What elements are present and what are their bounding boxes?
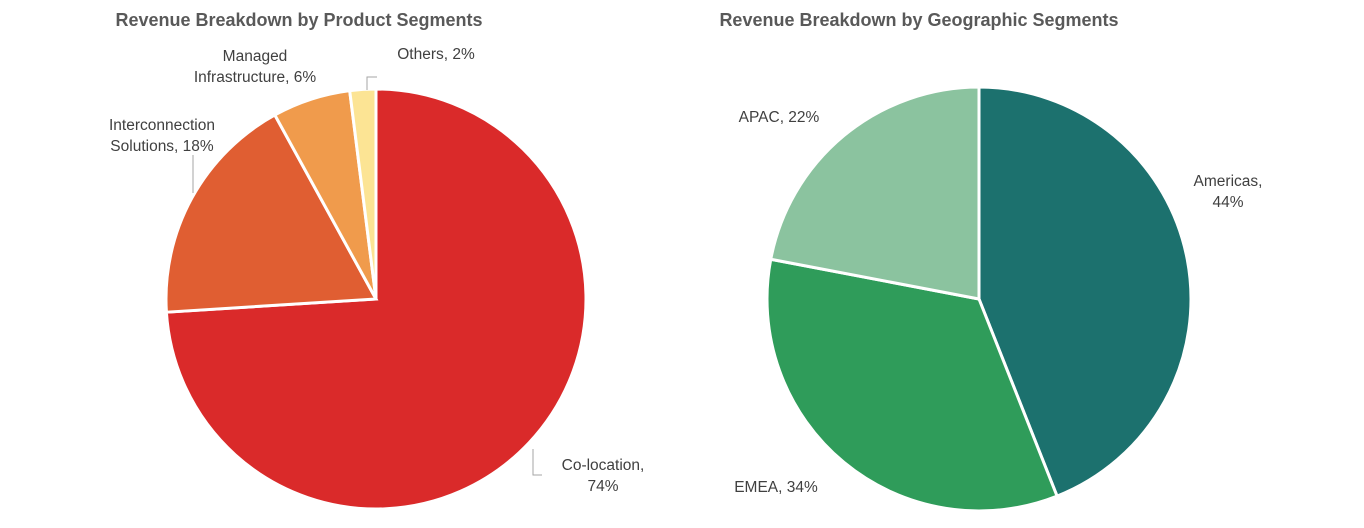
slice-label: APAC, 22% [739,109,820,126]
slice-label-line: Interconnection [109,117,215,134]
slice-label: Americas, 44% [1194,173,1263,211]
pie-slice-americas [977,85,1193,499]
slice-label-line: Managed [223,48,288,65]
chart-title-product: Revenue Breakdown by Product Segments [115,10,482,30]
pie-slice-interconnection-solutions [164,112,379,314]
pie-slice-emea [765,257,1059,513]
geographic-segments-pie-chart: Revenue Breakdown by Geographic Segments… [719,10,1263,513]
slice-label-line: 44% [1212,194,1243,211]
slice-label-line: APAC, 22% [739,109,820,126]
slice-label-line: Infrastructure, 6% [194,69,317,86]
pie-slice-others [348,87,378,300]
leader-line [532,449,542,476]
slice-label: Others, 2% [397,46,475,63]
chart-title-geographic: Revenue Breakdown by Geographic Segments [719,10,1118,30]
slice-label: EMEA, 34% [734,479,818,496]
slice-label: Managed Infrastructure, 6% [194,48,317,86]
slice-label-line: Others, 2% [397,46,475,63]
pie-slice-apac [769,85,981,301]
slice-label-line: Americas, [1194,173,1263,190]
slice-label-line: Co-location, [562,457,645,474]
slice-label: Interconnection Solutions, 18% [109,117,215,155]
slice-label-line: EMEA, 34% [734,479,818,496]
product-segments-pie-chart: Revenue Breakdown by Product Segments Co… [109,10,645,511]
slice-label-line: 74% [587,478,618,495]
leader-line [366,76,377,90]
slice-label-line: Solutions, 18% [110,138,214,155]
slice-label: Co-location, 74% [562,457,645,495]
